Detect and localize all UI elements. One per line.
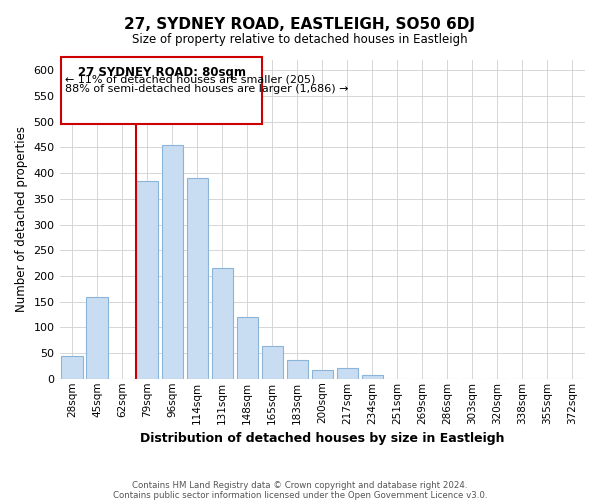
Text: ← 11% of detached houses are smaller (205): ← 11% of detached houses are smaller (20…: [65, 75, 315, 85]
Bar: [212, 268, 233, 379]
Bar: [61, 356, 83, 379]
Bar: [86, 296, 108, 379]
Bar: [287, 360, 308, 379]
Text: Contains HM Land Registry data © Crown copyright and database right 2024.: Contains HM Land Registry data © Crown c…: [132, 481, 468, 490]
Text: Contains public sector information licensed under the Open Government Licence v3: Contains public sector information licen…: [113, 491, 487, 500]
Bar: [362, 374, 383, 379]
Bar: [161, 145, 183, 379]
Bar: [311, 370, 333, 379]
Text: 27 SYDNEY ROAD: 80sqm: 27 SYDNEY ROAD: 80sqm: [77, 66, 245, 78]
Bar: [337, 368, 358, 379]
X-axis label: Distribution of detached houses by size in Eastleigh: Distribution of detached houses by size …: [140, 432, 505, 445]
Bar: [236, 317, 258, 379]
Text: 88% of semi-detached houses are larger (1,686) →: 88% of semi-detached houses are larger (…: [65, 84, 348, 94]
Bar: [61, 58, 262, 124]
Bar: [187, 178, 208, 379]
Text: Size of property relative to detached houses in Eastleigh: Size of property relative to detached ho…: [132, 32, 468, 46]
Bar: [262, 346, 283, 379]
Y-axis label: Number of detached properties: Number of detached properties: [15, 126, 28, 312]
Text: 27, SYDNEY ROAD, EASTLEIGH, SO50 6DJ: 27, SYDNEY ROAD, EASTLEIGH, SO50 6DJ: [125, 18, 476, 32]
Bar: [136, 181, 158, 379]
